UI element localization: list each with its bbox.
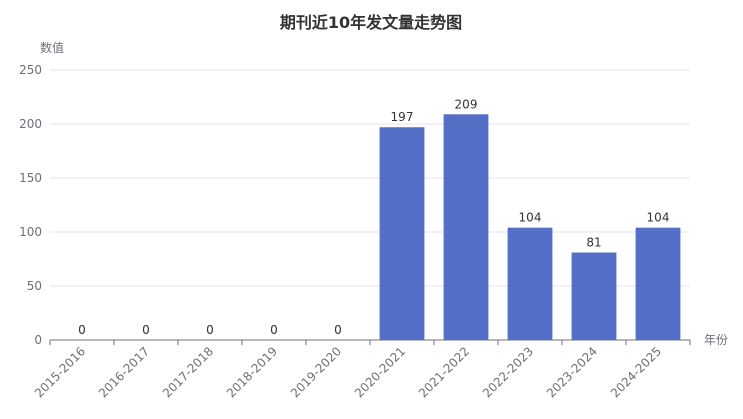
bar	[571, 252, 617, 340]
bar	[443, 114, 489, 340]
x-axis-ticks: 2015-2016 2016-2017 2017-2018 2018-2019 2019…	[32, 344, 664, 400]
x-tick-label: 2019-2020	[288, 344, 344, 400]
bar	[379, 127, 425, 341]
data-label: 81	[586, 236, 601, 250]
data-label: 0	[206, 323, 214, 337]
x-tick-label: 2015-2016	[32, 344, 88, 400]
x-tick-label: 2022-2023	[480, 344, 536, 400]
y-tick-label: 100	[19, 225, 42, 239]
chart-title: 期刊近10年发文量走势图	[280, 13, 462, 32]
x-tick-label: 2023-2024	[544, 344, 600, 400]
data-label: 197	[391, 110, 414, 124]
bar	[635, 227, 681, 340]
data-label: 0	[78, 323, 86, 337]
data-label: 104	[519, 211, 542, 225]
y-tick-label: 150	[19, 171, 42, 185]
x-tick-label: 2018-2019	[224, 344, 280, 400]
x-tick-label: 2017-2018	[160, 344, 216, 400]
data-label: 104	[647, 211, 670, 225]
y-axis-ticks: 0 50 100 150 200 250	[19, 63, 42, 347]
y-axis-label: 数值	[40, 40, 64, 55]
bars	[379, 114, 681, 341]
y-tick-label: 200	[19, 117, 42, 131]
data-label: 209	[455, 97, 478, 111]
x-tick-label: 2016-2017	[96, 344, 152, 400]
x-axis-label: 年份	[704, 333, 728, 347]
data-label: 0	[142, 323, 150, 337]
y-tick-label: 250	[19, 63, 42, 77]
y-tick-label: 0	[34, 333, 42, 347]
y-tick-label: 50	[27, 279, 42, 293]
bar	[507, 227, 553, 340]
x-tick-label: 2021-2022	[416, 344, 472, 400]
data-label: 0	[270, 323, 278, 337]
x-tick-label: 2024-2025	[608, 344, 664, 400]
data-label: 0	[334, 323, 342, 337]
x-axis	[49, 339, 691, 345]
data-labels: 0 0 0 0 0 197 209 104 81 104	[78, 97, 669, 337]
x-tick-label: 2020-2021	[352, 344, 408, 400]
